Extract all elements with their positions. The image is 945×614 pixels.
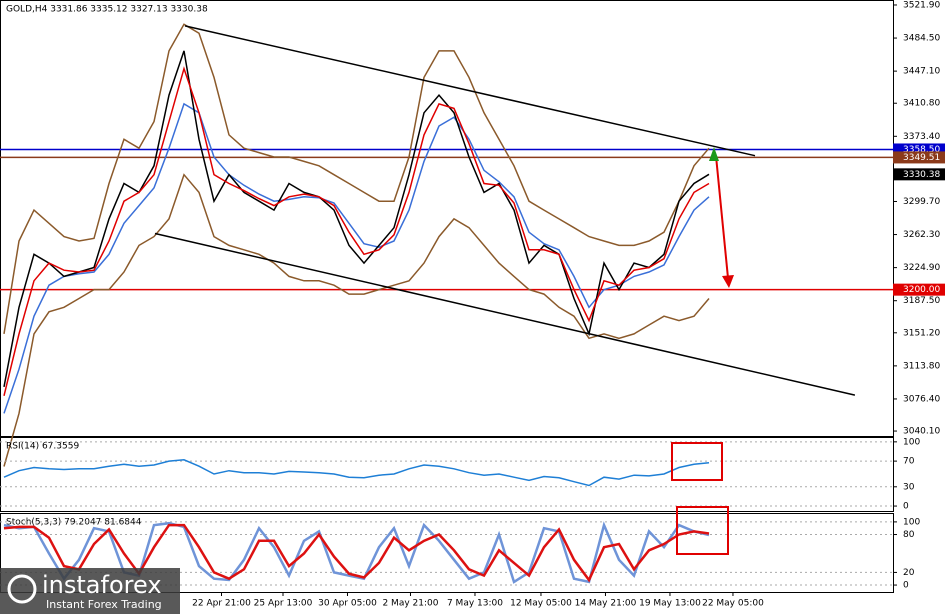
last-price-bg: [893, 168, 945, 181]
y-tick-label: 100: [903, 437, 920, 447]
y-tick-label: 30: [903, 482, 915, 492]
logo-tagline: Instant Forex Trading: [46, 598, 162, 611]
y-tick-label: 3076.40: [903, 394, 940, 404]
down-arrow: [715, 155, 729, 279]
x-tick-label: 14 May 21:00: [575, 599, 637, 609]
series-line: [3, 50, 710, 388]
down-arrow-head: [722, 275, 734, 288]
panel-frames: [0, 0, 894, 593]
x-tick-label: 19 May 13:00: [639, 599, 701, 609]
logo-bg: [0, 568, 180, 614]
up-arrow: [709, 147, 719, 161]
x-tick-label: 2 May 21:00: [382, 599, 438, 609]
series-line: [3, 102, 710, 414]
main-frame: [0, 0, 894, 437]
last-price-label: 3330.38: [903, 170, 940, 180]
stoch-frame: [0, 513, 894, 593]
stoch-highlight: [676, 506, 729, 555]
y-tick-label: 0: [903, 581, 909, 591]
series-line: [3, 173, 710, 467]
y-tick-label: 3299.70: [903, 197, 940, 207]
x-tick-label: 22 May 05:00: [702, 599, 764, 609]
series-line: [3, 23, 710, 335]
series-line: [3, 66, 710, 396]
y-tick-label: 70: [903, 457, 915, 467]
level-label-bg: [893, 283, 945, 296]
y-tick-label: 80: [903, 530, 915, 540]
annotations: [671, 147, 734, 555]
y-tick-label: 3040.10: [903, 427, 940, 437]
series-line: [184, 25, 756, 157]
y-tick-label: 3447.10: [903, 67, 940, 77]
y-tick-label: 3410.80: [903, 99, 940, 109]
y-tick-label: 3521.90: [903, 0, 940, 10]
y-tick-label: 100: [903, 517, 920, 527]
series-line: [3, 459, 710, 487]
logo: instaforex Instant Forex Trading: [0, 568, 180, 614]
panel-title: Stoch(5,3,3) 79.2047 81.6844: [6, 518, 142, 528]
y-tick-label: 3187.50: [903, 296, 940, 306]
series-line: [3, 523, 710, 583]
y-tick-label: 3262.30: [903, 230, 940, 240]
y-tick-label: 3224.90: [903, 263, 940, 273]
y-tick-label: 0: [903, 502, 909, 512]
panel-title: GOLD,H4 3331.86 3335.12 3327.13 3330.38: [6, 5, 208, 15]
level-label: 3349.51: [903, 153, 940, 163]
level-label-bg: [893, 151, 945, 164]
x-tick-label: 30 Apr 05:00: [318, 599, 377, 609]
x-tick-label: 7 May 13:00: [447, 599, 503, 609]
level-label: 3358.50: [903, 145, 940, 155]
level-label: 3200.00: [903, 285, 940, 295]
panel-title: RSI(14) 67.3559: [6, 442, 79, 452]
y-tick-label: 3113.80: [903, 361, 940, 371]
y-tick-label: 20: [903, 568, 915, 578]
logo-brand: instaforex: [42, 571, 162, 599]
x-tick-label: 22 Apr 21:00: [192, 599, 251, 609]
rsi-highlight: [671, 442, 723, 481]
rsi-frame: [0, 437, 894, 512]
x-tick-label: 12 May 05:00: [510, 599, 572, 609]
x-tick-label: 25 Apr 13:00: [254, 599, 313, 609]
y-tick-label: 3373.40: [903, 132, 940, 142]
y-tick-label: 3151.20: [903, 328, 940, 338]
logo-icon: [7, 574, 37, 604]
y-tick-label: 3484.50: [903, 34, 940, 44]
series-line: [154, 232, 856, 396]
